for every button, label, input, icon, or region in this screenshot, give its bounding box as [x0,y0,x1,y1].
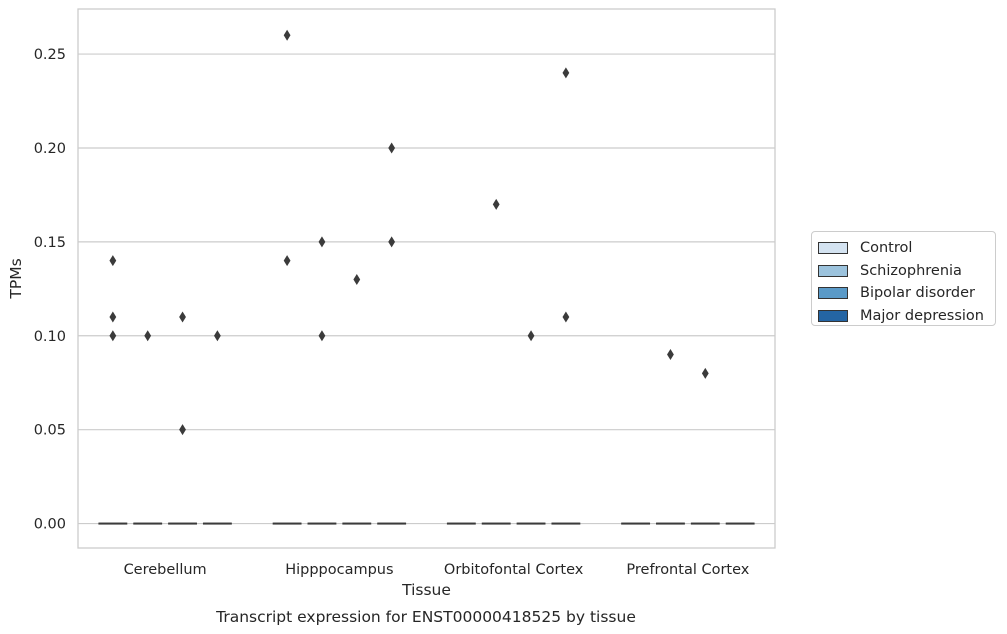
legend-swatch [818,287,848,300]
outlier-point [562,311,570,323]
outlier-point [492,198,500,210]
x-axis-label: Tissue [401,581,451,599]
outlier-point [388,236,396,248]
outlier-point [109,330,117,342]
y-tick-labels: 0.00 0.05 0.10 0.15 0.20 0.25 [34,47,66,533]
outlier-point [283,255,291,267]
outlier-point [179,424,186,436]
legend-label: Major depression [860,307,984,324]
grid-lines [78,53,775,525]
outlier-point [667,349,674,361]
outlier-point [527,330,535,342]
outlier-point [109,311,117,323]
x-tick-label: Hipppocampus [285,562,393,578]
outlier-point [318,330,326,342]
x-tick-label: Orbitofontal Cortex [444,562,584,578]
y-tick-label: 0.10 [34,329,66,345]
outlier-point [179,311,186,323]
outlier-point [701,367,709,379]
y-tick-label: 0.05 [34,423,66,439]
plot-frame [77,8,776,549]
legend-item-control: Control [818,237,995,260]
legend-label: Bipolar disorder [860,285,975,302]
legend-label: Control [860,240,913,257]
legend-swatch [818,264,848,277]
outlier-point [109,255,117,267]
outlier-point [353,273,361,285]
x-tick-label: Prefrontal Cortex [626,562,749,578]
outlier-point [388,142,396,154]
legend-item-schizophrenia: Schizophrenia [818,260,995,283]
outlier-points [109,29,709,436]
y-tick-label: 0.20 [34,141,66,157]
y-tick-label: 0.15 [34,235,66,251]
y-axis-label: TPMs [7,258,25,299]
x-tick-label: Cerebellum [124,562,207,578]
legend-label: Schizophrenia [860,262,962,279]
legend: Control Schizophrenia Bipolar disorder M… [811,231,996,326]
legend-item-bipolar-disorder: Bipolar disorder [818,282,995,305]
box-plot-boxes [98,522,755,525]
legend-swatch [818,309,848,322]
x-tick-labels: Cerebellum Hipppocampus Orbitofontal Corte… [124,562,750,578]
y-tick-label: 0.25 [34,47,66,63]
legend-swatch [818,242,848,255]
legend-item-major-depression: Major depression [818,305,995,328]
outlier-point [214,330,221,342]
outlier-point [562,67,570,79]
y-tick-label: 0.00 [34,517,66,533]
outlier-point [318,236,326,248]
outlier-point [144,330,152,342]
chart-caption: Transcript expression for ENST0000041852… [215,608,636,626]
outlier-point [283,29,291,41]
